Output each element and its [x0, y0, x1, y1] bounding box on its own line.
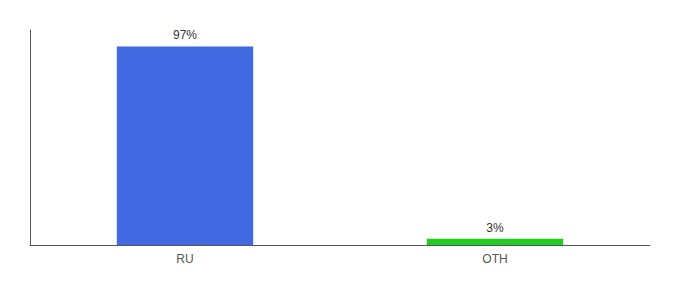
svg-text:OTH: OTH: [482, 252, 507, 266]
svg-text:97%: 97%: [173, 28, 197, 42]
svg-text:3%: 3%: [486, 221, 504, 235]
svg-text:RU: RU: [176, 252, 193, 266]
